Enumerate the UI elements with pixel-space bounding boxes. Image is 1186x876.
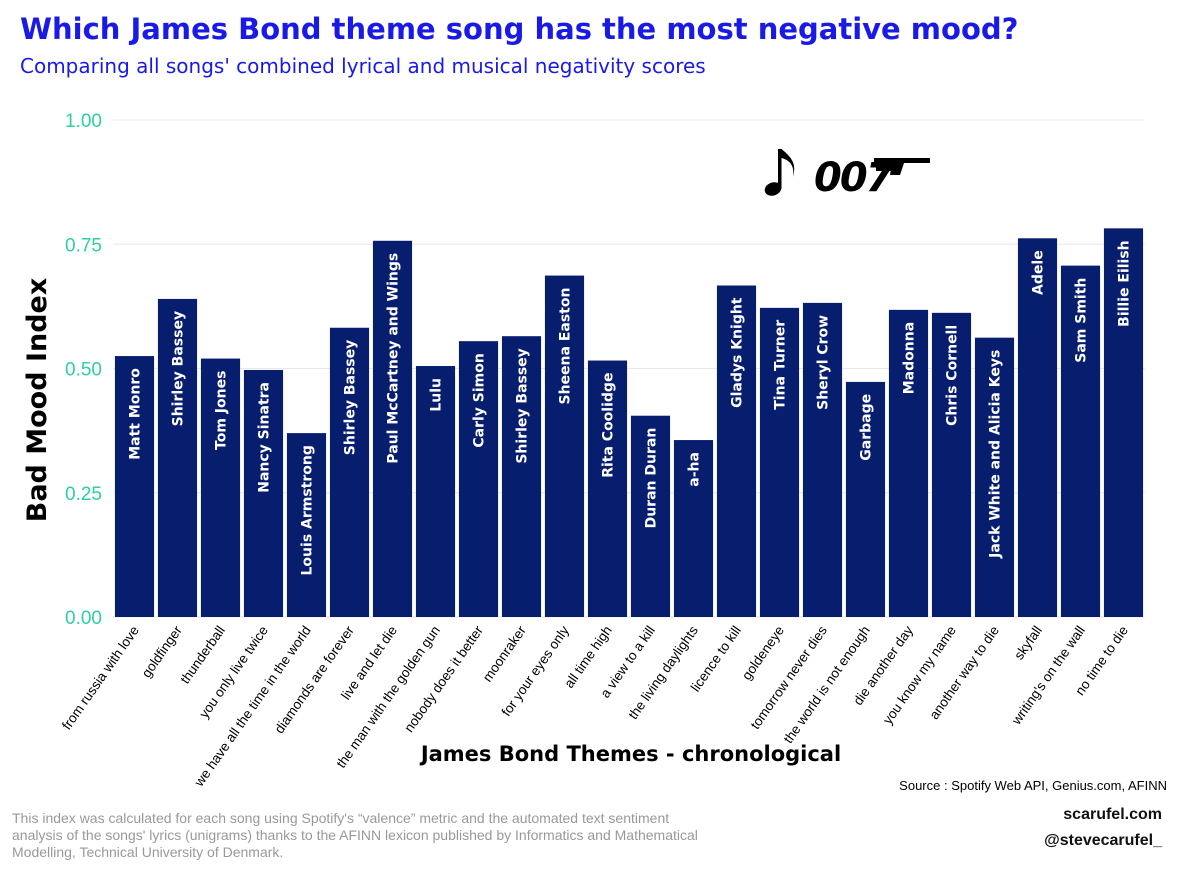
bar (888, 309, 929, 617)
bar-artist-label: Gladys Knight (730, 297, 746, 408)
bar-artist-label: Chris Cornell (945, 325, 961, 426)
bar (974, 337, 1015, 617)
bar-artist-label: Shirley Bassey (343, 340, 359, 455)
bond-007-logo: 007 (764, 149, 930, 201)
bar (802, 302, 843, 617)
author-website: scarufel.com (1063, 806, 1162, 823)
bar-artist-label: Lulu (429, 378, 445, 412)
bar (630, 415, 671, 617)
bar-artist-label: Matt Monro (128, 368, 144, 460)
bar-artist-label: Sam Smith (1074, 278, 1090, 363)
y-tick-label: 1.00 (65, 111, 102, 132)
bar (587, 360, 628, 617)
bar (157, 298, 198, 617)
y-tick-label: 0.50 (65, 360, 102, 381)
bar (716, 285, 757, 617)
bar (1017, 238, 1058, 617)
bars: Matt Monro Shirley Bassey Tom Jones Nancy S… (114, 228, 1144, 617)
bar (243, 369, 284, 617)
bar (673, 440, 714, 617)
bar-artist-label: Carly Simon (472, 353, 488, 447)
bar-artist-label: Tina Turner (773, 320, 789, 410)
x-tick-label: writing's on the wall (1008, 623, 1088, 728)
y-axis-ticks: 0.00 0.25 0.50 0.75 1.00 (65, 111, 102, 629)
x-tick-label: moonraker (480, 623, 530, 685)
bar-artist-label: Garbage (859, 394, 875, 461)
bar (458, 341, 499, 617)
gridlines (113, 119, 1145, 618)
bar-artist-label: Madonna (902, 322, 918, 394)
bar-artist-label: Billie Eilish (1117, 240, 1133, 327)
bar-artist-label: Tom Jones (214, 371, 230, 450)
x-tick-label: the world is not enough (781, 623, 873, 746)
bar-artist-label: Adele (1031, 250, 1047, 295)
chart-title: Which James Bond theme song has the most… (20, 12, 1019, 46)
bar (845, 381, 886, 617)
bar-artist-label: Rita Coolidge (601, 373, 617, 478)
bar-artist-label: Jack White and Alicia Keys (988, 350, 1004, 559)
methodology-footnote: This index was calculated for each song … (12, 810, 698, 860)
bar-artist-label: Paul McCartney and Wings (386, 253, 402, 464)
music-note-icon (764, 149, 795, 196)
bar-artist-label: Louis Armstrong (300, 445, 316, 575)
x-tick-label: tomorrow never dies (748, 623, 831, 732)
x-axis-title: James Bond Themes - chronological (419, 742, 841, 766)
x-tick-label: goldeneye (739, 623, 787, 683)
source-note: Source : Spotify Web API, Genius.com, AF… (899, 778, 1167, 793)
gun-graphic (874, 158, 930, 175)
bar (200, 358, 241, 617)
y-axis-title: Bad Mood Index (22, 278, 53, 523)
y-tick-label: 0.00 (65, 608, 102, 629)
x-tick-label: goldfinger (139, 623, 186, 681)
bar (329, 327, 370, 617)
bar (114, 356, 155, 617)
bar-artist-label: Duran Duran (644, 428, 660, 529)
bar (1103, 228, 1144, 617)
bar (1060, 265, 1101, 617)
bar-artist-label: Nancy Sinatra (257, 382, 273, 493)
bar-artist-label: Sheryl Crow (816, 315, 832, 410)
bar-artist-label: Sheena Easton (558, 288, 574, 405)
y-tick-label: 0.25 (65, 484, 102, 505)
x-tick-label: from russia with love (59, 623, 142, 732)
x-tick-label: diamonds are forever (271, 623, 357, 737)
bar-artist-label: Shirley Bassey (515, 348, 531, 463)
bar (501, 336, 542, 617)
x-tick-label: nobody does it better (401, 623, 486, 735)
bar-artist-label: Shirley Bassey (171, 311, 187, 426)
chart-subtitle: Comparing all songs' combined lyrical an… (20, 54, 706, 78)
bar (931, 312, 972, 617)
y-tick-label: 0.75 (65, 235, 102, 256)
bar (544, 275, 585, 617)
bar (286, 433, 327, 617)
bar-artist-label: a-ha (687, 452, 703, 487)
author-handle: @stevecarufel_ (1044, 832, 1162, 849)
bar (759, 307, 800, 617)
bar (415, 366, 456, 617)
bar (372, 240, 413, 617)
x-tick-label: skyfall (1011, 623, 1045, 662)
